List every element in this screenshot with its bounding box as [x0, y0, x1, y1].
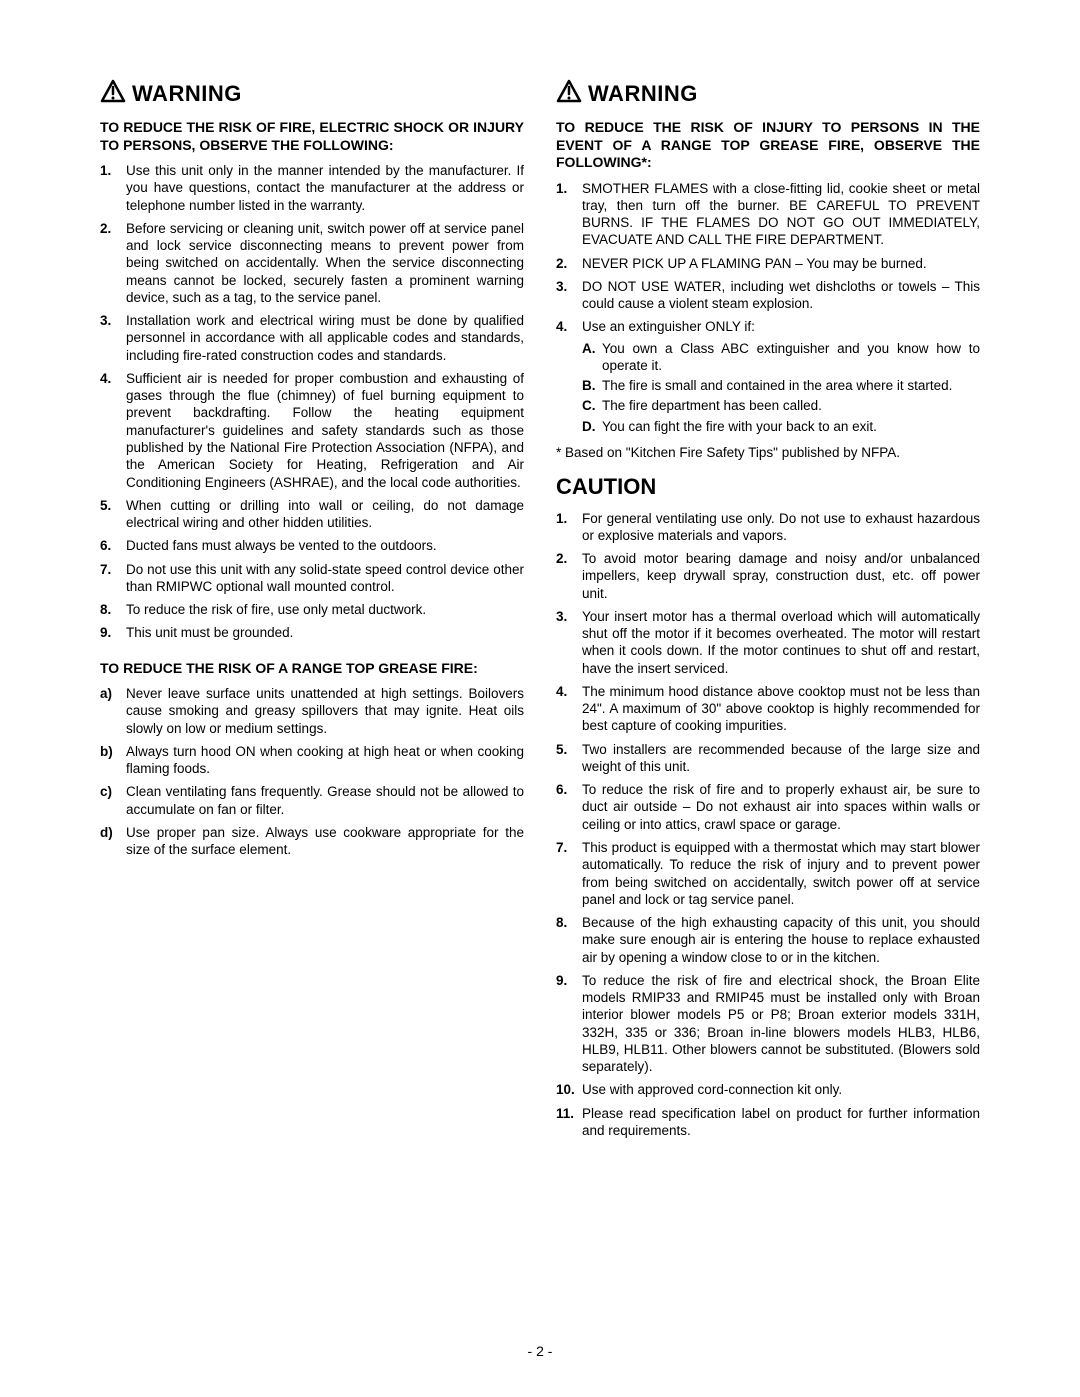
right-column: WARNING TO REDUCE THE RISK OF INJURY TO … — [556, 78, 980, 1145]
list-item: 11.Please read specification label on pr… — [556, 1105, 980, 1140]
list-item: B.The fire is small and contained in the… — [582, 377, 980, 394]
list-item: 3.DO NOT USE WATER, including wet dishcl… — [556, 278, 980, 313]
list-item: 5.When cutting or drilling into wall or … — [100, 497, 524, 532]
warning-heading-text: WARNING — [132, 81, 242, 107]
warning-heading: WARNING — [100, 78, 524, 109]
list-item: 1.Use this unit only in the manner inten… — [100, 162, 524, 214]
list-item: 9.This unit must be grounded. — [100, 624, 524, 641]
list-item: 9.To reduce the risk of fire and electri… — [556, 972, 980, 1076]
list-item: 8.To reduce the risk of fire, use only m… — [100, 601, 524, 618]
manual-page: WARNING TO REDUCE THE RISK OF FIRE, ELEC… — [0, 0, 1080, 1397]
sublettered-list: A.You own a Class ABC extinguisher and y… — [582, 340, 980, 435]
list-item: 4.Sufficient air is needed for proper co… — [100, 370, 524, 491]
list-item: 1.SMOTHER FLAMES with a close-fitting li… — [556, 180, 980, 249]
item-4-text: Use an extinguisher ONLY if: — [582, 319, 755, 334]
warning-triangle-icon — [100, 78, 126, 109]
left-intro: TO REDUCE THE RISK OF FIRE, ELECTRIC SHO… — [100, 119, 524, 154]
left-lettered-list: a)Never leave surface units unattended a… — [100, 685, 524, 858]
footnote: * Based on "Kitchen Fire Safety Tips" pu… — [556, 444, 980, 462]
list-item: C.The fire department has been called. — [582, 397, 980, 414]
list-item: 6.To reduce the risk of fire and to prop… — [556, 781, 980, 833]
right-intro: TO REDUCE THE RISK OF INJURY TO PERSONS … — [556, 119, 980, 172]
list-item: c)Clean ventilating fans frequently. Gre… — [100, 783, 524, 818]
caution-numbered-list: 1.For general ventilating use only. Do n… — [556, 510, 980, 1140]
warning-triangle-icon — [556, 78, 582, 109]
list-item: 3.Your insert motor has a thermal overlo… — [556, 608, 980, 677]
warning-heading-text: WARNING — [588, 81, 698, 107]
two-column-layout: WARNING TO REDUCE THE RISK OF FIRE, ELEC… — [100, 78, 980, 1145]
list-item: b)Always turn hood ON when cooking at hi… — [100, 743, 524, 778]
right-numbered-list: 1.SMOTHER FLAMES with a close-fitting li… — [556, 180, 980, 438]
page-number: - 2 - — [0, 1343, 1080, 1359]
list-item: 6.Ducted fans must always be vented to t… — [100, 537, 524, 554]
list-item: 5.Two installers are recommended because… — [556, 741, 980, 776]
list-item: 7.Do not use this unit with any solid-st… — [100, 561, 524, 596]
warning-heading: WARNING — [556, 78, 980, 109]
list-item: d)Use proper pan size. Always use cookwa… — [100, 824, 524, 859]
list-item: D.You can fight the fire with your back … — [582, 418, 980, 435]
left-column: WARNING TO REDUCE THE RISK OF FIRE, ELEC… — [100, 78, 524, 1145]
list-item: 4. Use an extinguisher ONLY if: A.You ow… — [556, 318, 980, 438]
left-subheading: TO REDUCE THE RISK OF A RANGE TOP GREASE… — [100, 660, 524, 678]
list-item: 2.To avoid motor bearing damage and nois… — [556, 550, 980, 602]
list-item: 8.Because of the high exhausting capacit… — [556, 914, 980, 966]
list-item: A.You own a Class ABC extinguisher and y… — [582, 340, 980, 375]
list-item: 2.NEVER PICK UP A FLAMING PAN – You may … — [556, 255, 980, 272]
list-item: 2.Before servicing or cleaning unit, swi… — [100, 220, 524, 306]
left-numbered-list: 1.Use this unit only in the manner inten… — [100, 162, 524, 642]
list-item: 4.The minimum hood distance above cookto… — [556, 683, 980, 735]
list-item: 7.This product is equipped with a thermo… — [556, 839, 980, 908]
list-item: 1.For general ventilating use only. Do n… — [556, 510, 980, 545]
caution-heading: CAUTION — [556, 474, 980, 500]
list-item: 3.Installation work and electrical wirin… — [100, 312, 524, 364]
list-item: 10.Use with approved cord-connection kit… — [556, 1081, 980, 1098]
list-item: a)Never leave surface units unattended a… — [100, 685, 524, 737]
